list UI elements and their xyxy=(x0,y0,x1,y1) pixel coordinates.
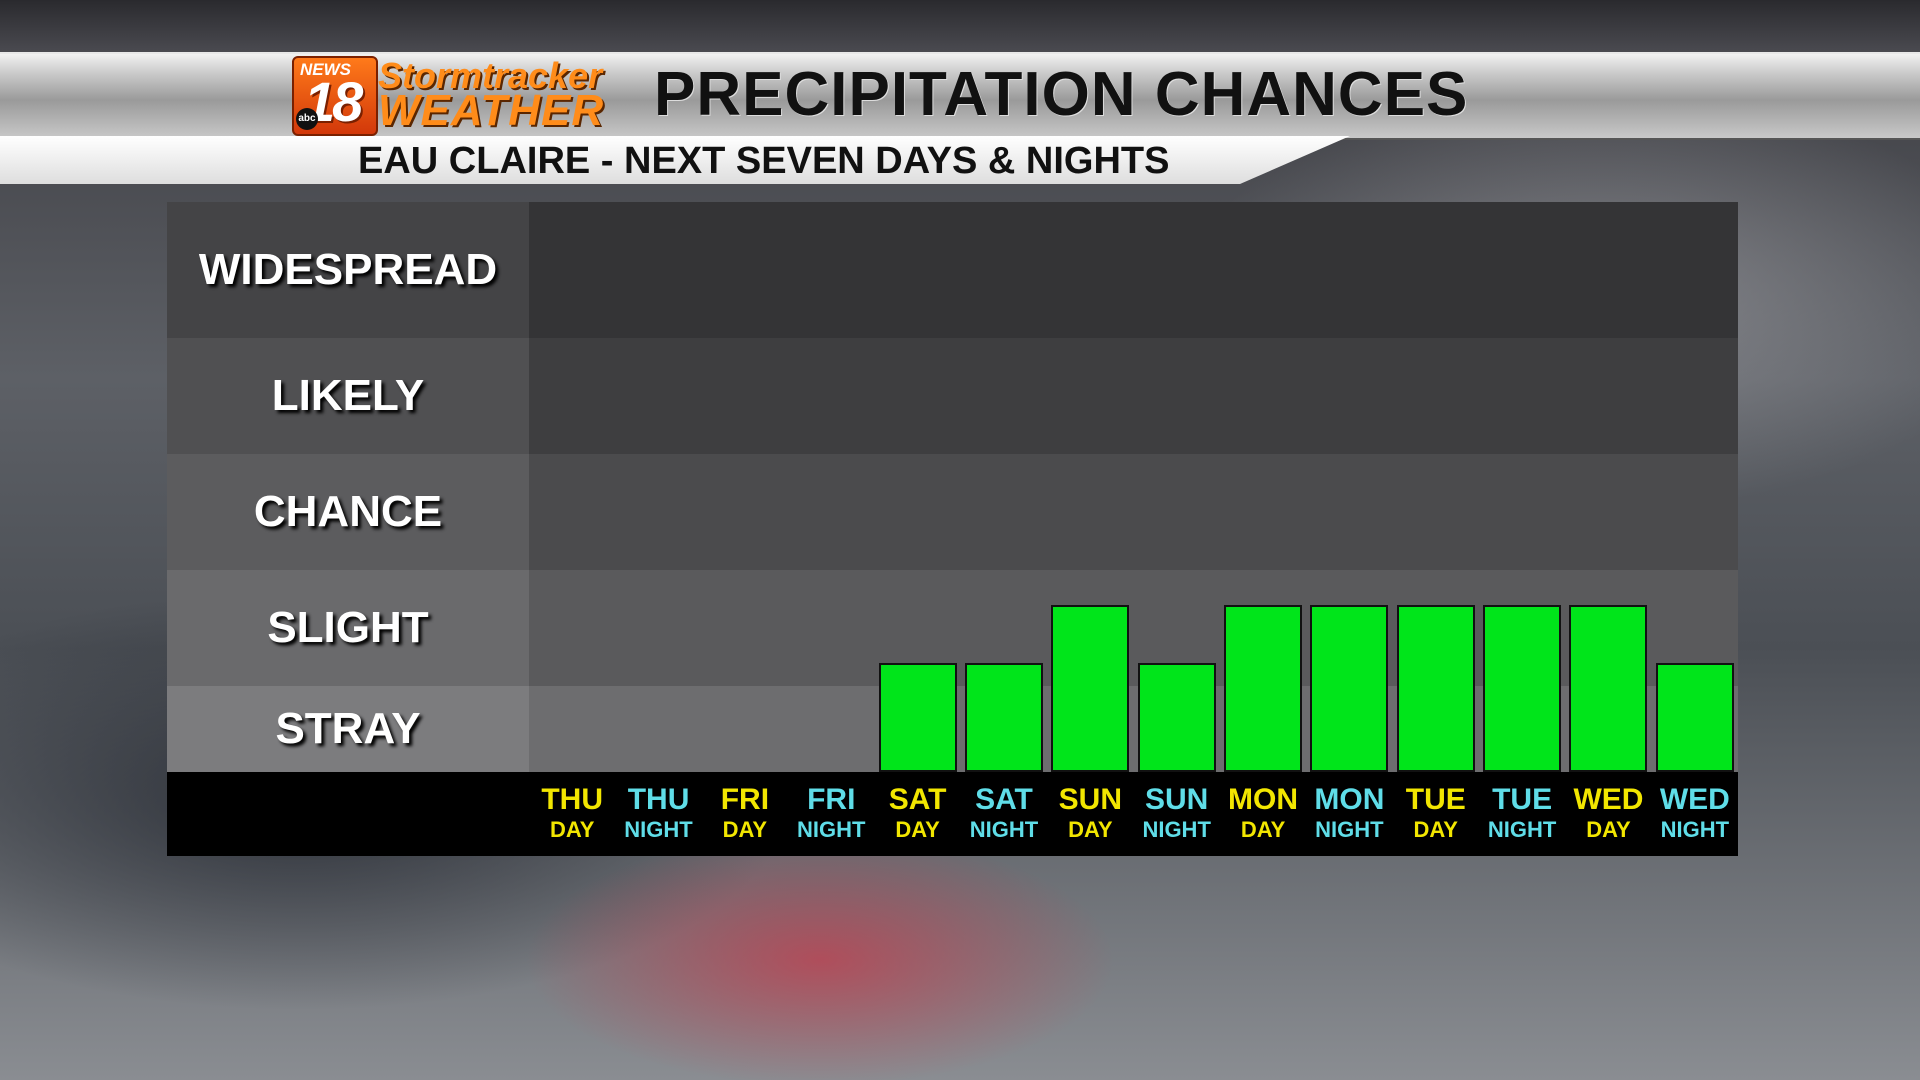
x-tick-fri-night: FRI NIGHT xyxy=(789,772,874,842)
x-tick-day-label: THU xyxy=(541,783,603,816)
bar-wed-day xyxy=(1569,604,1648,772)
x-tick-mon-day: MON DAY xyxy=(1221,772,1306,842)
bar-mon-night xyxy=(1310,604,1389,772)
x-axis: THU DAY THU NIGHT FRI DAY FRI NIGHT SAT DAY SAT NIG… xyxy=(167,772,1738,856)
x-tick-day-label: WED xyxy=(1573,783,1644,816)
x-tick-period-label: DAY xyxy=(549,817,595,842)
plot-area xyxy=(529,202,1738,772)
x-tick-sun-night: SUN NIGHT xyxy=(1134,772,1219,842)
bar-sun-day xyxy=(1051,604,1130,772)
y-label-chance: CHANCE xyxy=(167,454,529,570)
band-likely xyxy=(529,338,1738,454)
x-tick-day-label: MON xyxy=(1228,783,1299,816)
x-tick-day-label: FRI xyxy=(807,783,856,816)
x-tick-period-label: DAY xyxy=(1240,817,1286,842)
x-tick-period-label: NIGHT xyxy=(969,817,1039,842)
x-tick-fri-day: FRI DAY xyxy=(702,772,787,842)
x-tick-wed-day: WED DAY xyxy=(1566,772,1651,842)
x-tick-period-label: NIGHT xyxy=(1315,817,1384,842)
x-tick-period-label: NIGHT xyxy=(1142,817,1211,842)
logo-news-text: NEWS xyxy=(300,60,351,79)
chart-subtitle: EAU CLAIRE - NEXT SEVEN DAYS & NIGHTS xyxy=(358,140,1170,182)
x-tick-day-label: THU xyxy=(627,783,690,816)
x-tick-period-label: NIGHT xyxy=(1487,817,1557,842)
chart-title: PRECIPITATION CHANCES xyxy=(654,60,1469,129)
bars-layer xyxy=(529,202,1738,772)
x-tick-day-label: SAT xyxy=(888,783,947,816)
bar-tue-day xyxy=(1396,604,1475,772)
x-tick-period-label: DAY xyxy=(722,817,768,842)
band-chance xyxy=(529,454,1738,570)
top-strip xyxy=(0,0,1920,52)
y-label-stray: STRAY xyxy=(167,686,529,772)
x-tick-thu-night: THU NIGHT xyxy=(616,772,701,842)
logo-weather-text: WEATHER xyxy=(378,86,605,135)
x-tick-period-label: DAY xyxy=(1068,817,1113,842)
x-tick-day-label: SUN xyxy=(1145,783,1209,816)
precipitation-chart: WIDESPREAD LIKELY CHANCE SLIGHT STRAY THU DAY… xyxy=(167,202,1738,856)
y-axis-labels: WIDESPREAD LIKELY CHANCE SLIGHT STRAY xyxy=(167,202,529,772)
abc-logo-icon: abc xyxy=(296,108,318,130)
bar-mon-day xyxy=(1224,604,1303,772)
bar-tue-night xyxy=(1483,604,1562,772)
x-tick-wed-night: WED NIGHT xyxy=(1652,772,1737,842)
x-tick-sun-day: SUN DAY xyxy=(1048,772,1133,842)
y-label-widespread: WIDESPREAD xyxy=(167,202,529,338)
bar-sat-night xyxy=(964,662,1043,772)
x-tick-day-label: FRI xyxy=(720,783,770,816)
x-tick-sat-night: SAT NIGHT xyxy=(961,772,1046,842)
x-tick-day-label: MON xyxy=(1314,783,1385,816)
x-tick-day-label: TUE xyxy=(1405,783,1466,816)
bar-wed-night xyxy=(1655,662,1734,772)
band-widespread xyxy=(529,202,1738,338)
y-label-likely: LIKELY xyxy=(167,338,529,454)
y-label-slight: SLIGHT xyxy=(167,570,529,686)
x-tick-tue-night: TUE NIGHT xyxy=(1480,772,1565,842)
x-tick-sat-day: SAT DAY xyxy=(875,772,960,842)
station-logo: NEWS 18 abc Stormtracker WEATHER xyxy=(292,55,640,136)
x-tick-day-label: SUN xyxy=(1058,783,1122,816)
x-tick-period-label: NIGHT xyxy=(797,817,866,842)
bar-sat-day xyxy=(878,662,957,772)
logo-stormtracker-text: Stormtracker xyxy=(378,55,603,96)
x-tick-period-label: NIGHT xyxy=(624,817,693,842)
x-tick-day-label: WED xyxy=(1659,783,1730,816)
logo-badge: NEWS 18 abc xyxy=(292,56,378,136)
x-tick-period-label: DAY xyxy=(895,817,940,842)
x-tick-period-label: DAY xyxy=(1413,817,1458,842)
x-tick-tue-day: TUE DAY xyxy=(1393,772,1478,842)
subtitle-bar xyxy=(0,136,1350,184)
x-tick-period-label: DAY xyxy=(1586,817,1631,842)
x-tick-period-label: NIGHT xyxy=(1660,817,1730,842)
bar-sun-night xyxy=(1137,662,1216,772)
x-tick-day-label: TUE xyxy=(1492,783,1553,816)
x-tick-day-label: SAT xyxy=(975,783,1033,816)
x-tick-mon-night: MON NIGHT xyxy=(1307,772,1392,842)
x-tick-thu-day: THU DAY xyxy=(530,772,615,842)
